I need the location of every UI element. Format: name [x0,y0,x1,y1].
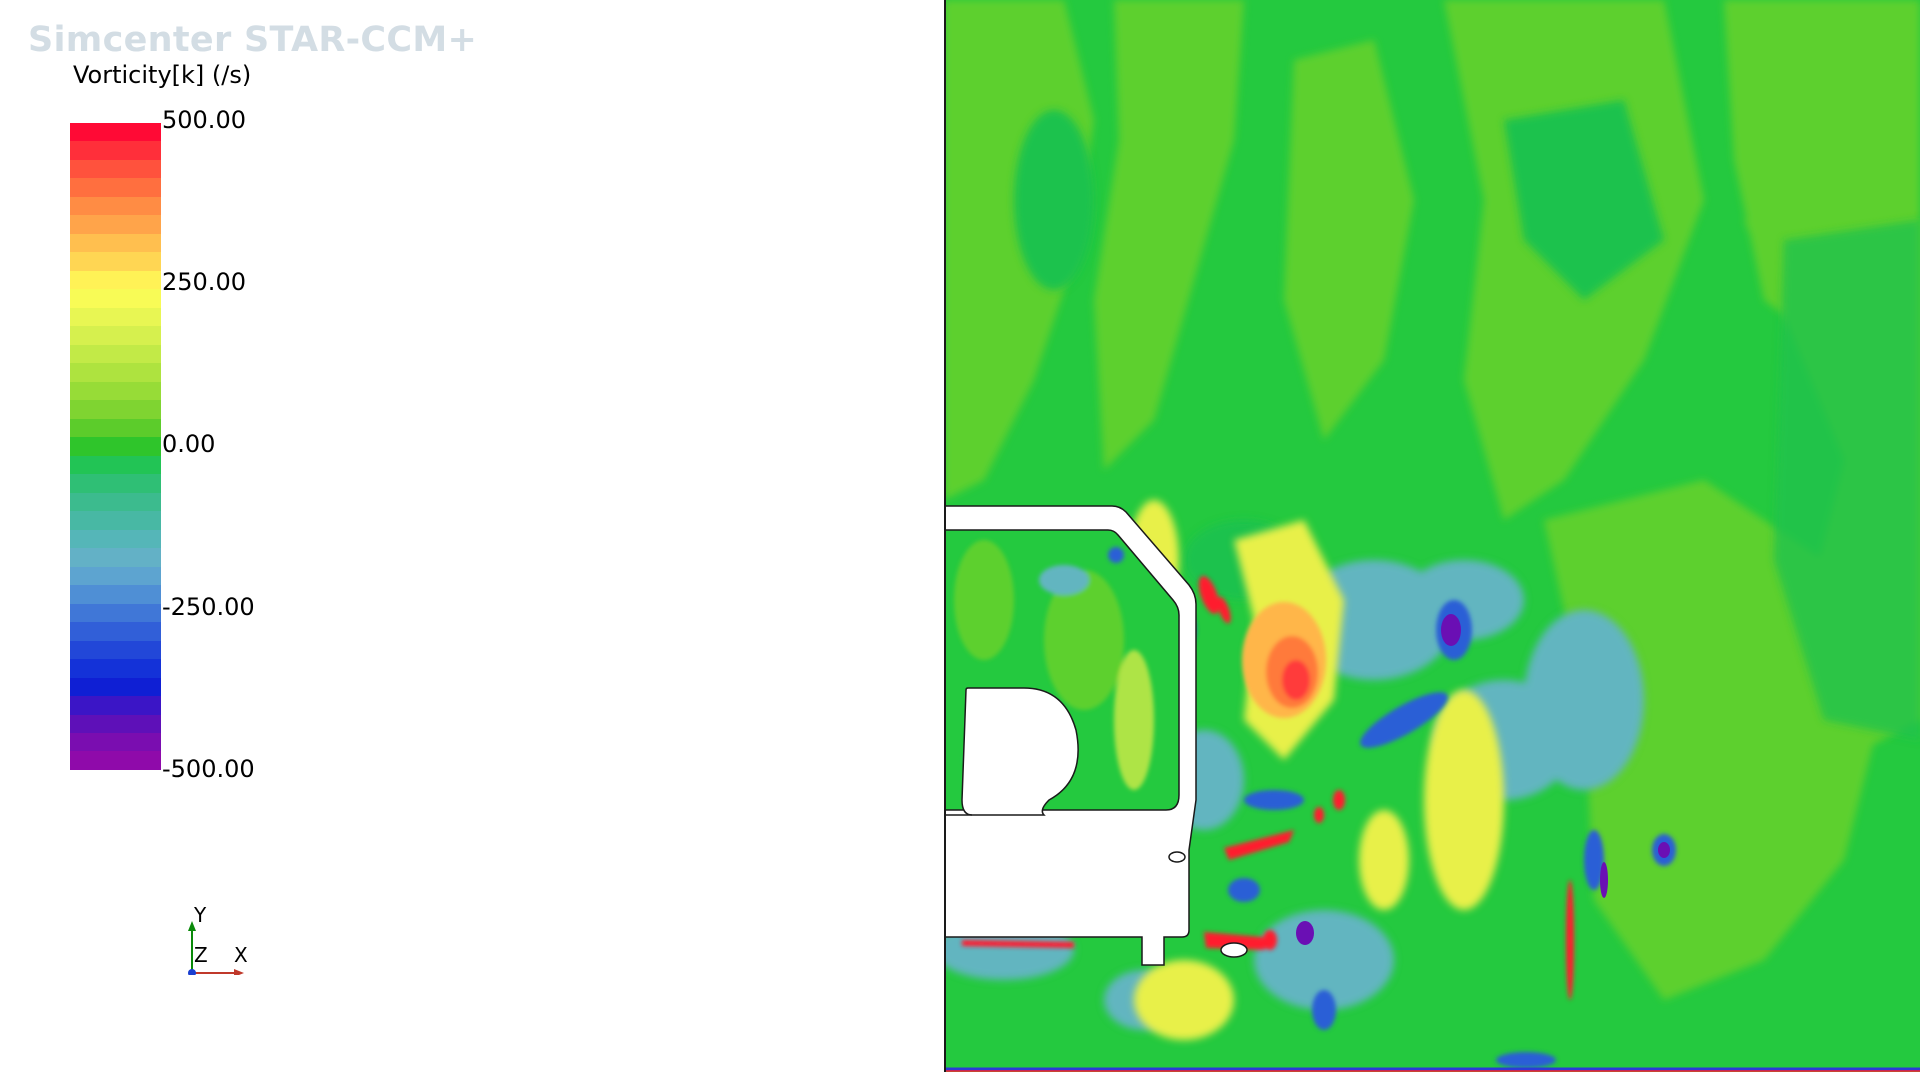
triad-y-label: Y [194,903,207,927]
color-bar-band-13 [70,363,161,382]
coordinate-triad: Y Z X [180,903,260,977]
scalar-color-bar [70,123,161,770]
color-bar-band-16 [70,418,161,438]
vorticity-contour-view[interactable] [944,0,1920,1072]
color-bar-band-33 [70,732,161,752]
upper-strut [1168,851,1186,863]
color-bar-band-31 [70,696,161,715]
app-logo-text: Simcenter STAR-CCM+ [28,20,478,60]
color-bar-band-5 [70,215,161,234]
color-bar-band-32 [70,714,161,733]
color-bar-band-2 [70,159,161,179]
color-bar-band-34 [70,751,161,770]
color-bar-band-21 [70,511,161,530]
color-bar-band-28 [70,640,161,660]
scalar-bar-label-250: 250.00 [162,268,246,296]
contour-plot-svg [944,0,1920,1072]
color-bar-band-25 [70,585,161,604]
scalar-bar-label-0: 0.00 [162,430,216,458]
color-bar-band-4 [70,196,161,216]
triad-z-label: Z [194,943,208,967]
color-bar-band-8 [70,270,161,290]
color-bar-band-6 [70,233,161,253]
color-bar-band-0 [70,123,161,142]
color-bar-band-17 [70,437,161,456]
contour-shear-layers [962,576,1574,1000]
color-bar-band-26 [70,603,161,623]
color-bar-band-29 [70,659,161,678]
color-bar-band-7 [70,252,161,271]
triad-axes-icon [188,921,244,977]
triad-x-label: X [234,943,248,967]
color-bar-band-9 [70,289,161,308]
color-bar-band-19 [70,474,161,493]
color-bar-band-30 [70,677,161,697]
color-bar-band-24 [70,566,161,586]
color-bar-band-11 [70,326,161,345]
lower-strut [1220,942,1248,958]
scalar-bar-label-minus-250: -250.00 [162,593,255,621]
color-bar-band-20 [70,492,161,512]
color-bar-band-14 [70,381,161,401]
color-bar-band-23 [70,548,161,567]
color-bar-band-1 [70,141,161,160]
contour-positive-vortex [1242,602,1326,718]
scalar-bar-max-label: 500.00 [162,106,246,134]
color-bar-band-10 [70,307,161,327]
color-bar-band-15 [70,400,161,419]
color-bar-band-12 [70,344,161,364]
color-bar-band-27 [70,622,161,641]
color-bar-band-22 [70,529,161,549]
scalar-bar-title: Vorticity[k] (/s) [73,61,252,89]
color-bar-band-3 [70,178,161,197]
scalar-bar-min-label: -500.00 [162,755,255,783]
color-bar-band-18 [70,455,161,475]
